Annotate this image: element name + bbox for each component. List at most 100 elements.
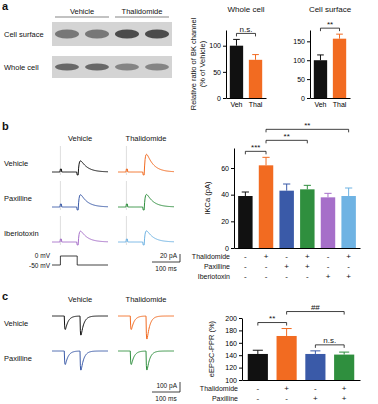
tick-mark	[239, 343, 242, 344]
condition-mark: -	[244, 252, 247, 261]
bar	[300, 189, 314, 248]
y-axis: 050100150	[293, 31, 310, 102]
tick-mark	[231, 195, 234, 196]
tick-mark	[223, 72, 226, 73]
y-tick: 100	[225, 377, 242, 384]
bars	[238, 157, 356, 248]
bar-chart: 0204060IKCa (pA)Thalidomide-+-+-+Paxilli…	[192, 121, 361, 281]
condition-mark: +	[264, 252, 269, 261]
significance-label: **	[304, 121, 310, 130]
error-bar	[345, 188, 352, 196]
tick-label: 0	[217, 95, 221, 102]
significance-label: ##	[311, 303, 320, 312]
bar-chart: 100120140160180200eEPSC-PPR (%)Thalidomi…	[200, 303, 361, 403]
condition-mark: +	[342, 394, 347, 403]
y-tick: 20	[221, 218, 234, 225]
condition-mark: -	[265, 272, 268, 281]
scale-label: 100 ms	[155, 395, 177, 402]
trace-row-label: Vehicle	[4, 159, 28, 168]
tick-mark	[239, 318, 242, 319]
condition-mark: +	[313, 394, 318, 403]
scale-label: 20 pA	[160, 252, 178, 260]
blot-strip	[52, 56, 172, 78]
tick-mark	[239, 330, 242, 331]
trace-column-label: Vehicle	[68, 295, 92, 304]
bars	[314, 34, 346, 98]
y-tick: 160	[225, 340, 242, 347]
y-tick: 50	[297, 76, 310, 83]
scale-label: 100 pA	[156, 382, 177, 390]
blot-column-label: Vehicle	[70, 7, 94, 16]
error-bar	[336, 34, 343, 39]
bar	[314, 60, 327, 98]
tick-label: 160	[225, 340, 237, 347]
protocol-label: -50 mV	[29, 262, 51, 269]
tick-label: 40	[221, 191, 229, 198]
bar	[334, 355, 354, 380]
error-bar	[317, 55, 324, 60]
x-axis	[235, 248, 361, 249]
condition-mark: -	[244, 262, 247, 271]
blot-column-rule	[55, 17, 109, 18]
tick-label: 100	[293, 57, 305, 64]
y-axis-line	[234, 149, 235, 249]
condition-mark: -	[285, 272, 288, 281]
tick-label: 180	[225, 327, 237, 334]
error-bar	[262, 157, 269, 165]
y-axis-line	[310, 31, 311, 99]
y-axis-line	[242, 319, 243, 381]
condition-mark: -	[347, 262, 350, 271]
y-tick: 50	[213, 69, 226, 76]
bar	[248, 354, 268, 380]
condition-mark: +	[284, 262, 289, 271]
trace	[118, 316, 174, 339]
bar-chart: 050100VehThalWhole cellRelative ratio of…	[189, 5, 267, 110]
tick-label: 20	[221, 218, 229, 225]
condition-mark: -	[306, 272, 309, 281]
blot-strip	[52, 22, 172, 46]
blot-band	[85, 30, 109, 39]
chart-title: Whole cell	[228, 5, 265, 14]
bar	[249, 60, 262, 98]
error-bar	[339, 352, 349, 354]
x-axis: VehThal	[311, 99, 351, 108]
x-axis: VehThal	[227, 99, 267, 108]
y-axis: 0 50 100	[209, 31, 226, 102]
tick-label: 50	[213, 69, 221, 76]
blot: VehicleThalidomideCell surfaceWhole cell	[4, 7, 172, 78]
condition-mark: -	[314, 384, 317, 393]
significance-label: **	[284, 132, 290, 141]
tick-mark	[223, 98, 226, 99]
condition-mark: +	[284, 384, 289, 393]
tick-mark	[231, 168, 234, 169]
panel-label: a	[2, 0, 9, 12]
bar	[341, 196, 355, 248]
y-axis: 100120140160180200	[225, 315, 242, 384]
error-bar	[304, 185, 311, 189]
blot-band	[55, 30, 79, 39]
error-bar	[310, 351, 320, 354]
bar	[238, 196, 252, 248]
trace-row-label: Paxilline	[4, 354, 32, 363]
trace-column-label: Thalidomide	[126, 295, 167, 304]
x-axis-line	[243, 380, 361, 381]
y-tick: 100	[209, 42, 226, 49]
panel-label: c	[2, 290, 8, 302]
bars	[248, 329, 354, 380]
condition-mark: -	[327, 262, 330, 271]
bar	[279, 191, 293, 248]
condition-mark: -	[256, 384, 259, 393]
significance-label: n.s.	[240, 25, 253, 34]
trace	[118, 351, 174, 370]
y-tick: 150	[293, 38, 310, 45]
trace	[118, 231, 174, 245]
trace	[52, 351, 108, 370]
condition-mark: -	[285, 394, 288, 403]
bar-chart: 050100150VehThalCell surface**	[293, 5, 351, 108]
trace-row-label: Paxilline	[4, 194, 32, 203]
tick-mark	[223, 46, 226, 47]
tick-label: 200	[225, 315, 237, 322]
traces-b: VehicleThalidomideVehiclePaxillineIberio…	[4, 134, 180, 272]
trace	[52, 195, 108, 210]
y-tick: 180	[225, 327, 242, 334]
